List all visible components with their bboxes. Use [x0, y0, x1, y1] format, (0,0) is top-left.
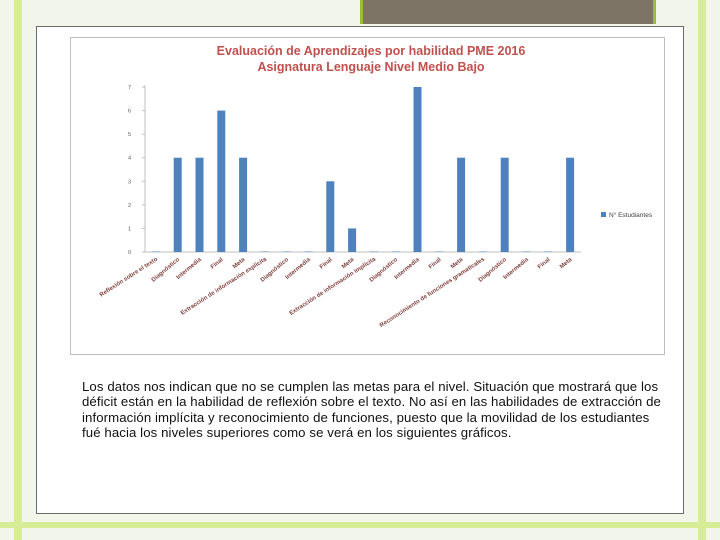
- y-tick-label: 5: [128, 132, 131, 138]
- bar: [217, 110, 226, 252]
- bar: [260, 251, 269, 252]
- top-decorative-bar: [360, 0, 656, 24]
- bar: [566, 157, 575, 252]
- x-tick-label: Final: [537, 257, 552, 271]
- y-tick-label: 4: [128, 156, 131, 162]
- x-tick-label: Meta: [341, 257, 356, 271]
- chart-container: Evaluación de Aprendizajes por habilidad…: [70, 37, 665, 355]
- bar: [304, 251, 313, 252]
- bar: [544, 251, 553, 252]
- bar: [195, 157, 204, 252]
- legend-label: N° Estudiantes: [609, 211, 653, 219]
- x-tick-label: Final: [319, 257, 334, 271]
- bar: [391, 251, 400, 252]
- y-tick-label: 6: [128, 109, 131, 115]
- legend-swatch: [601, 212, 606, 217]
- bar-chart: Evaluación de Aprendizajes por habilidad…: [99, 44, 653, 329]
- y-tick-label: 3: [128, 179, 131, 185]
- background-stripe-bottom: [0, 522, 720, 528]
- bar: [348, 228, 357, 252]
- analysis-paragraph: Los datos nos indican que no se cumplen …: [82, 379, 661, 440]
- y-tick-label: 0: [128, 250, 131, 256]
- y-tick-label: 1: [128, 226, 131, 232]
- bar: [413, 87, 422, 252]
- background-stripe-right: [698, 0, 706, 540]
- x-tick-label: Final: [210, 257, 225, 271]
- bar: [173, 157, 182, 252]
- bar: [500, 157, 509, 252]
- y-tick-label: 2: [128, 203, 131, 209]
- bar: [369, 251, 378, 252]
- y-tick-label: 7: [128, 85, 131, 91]
- x-tick-label: Final: [428, 257, 443, 271]
- x-tick-label: Reflexión sobre el texto: [99, 256, 159, 298]
- chart-title: Evaluación de Aprendizajes por habilidad…: [217, 44, 526, 58]
- bar: [457, 157, 466, 252]
- background-stripe-left: [14, 0, 22, 540]
- bar: [435, 251, 444, 252]
- x-tick-label: Meta: [559, 257, 574, 271]
- x-tick-label: Meta: [232, 257, 247, 271]
- chart-subtitle: Asignatura Lenguaje Nivel Medio Bajo: [257, 60, 484, 74]
- bar: [326, 181, 335, 252]
- x-tick-label: Meta: [450, 257, 465, 271]
- bar: [151, 251, 160, 252]
- bar: [282, 251, 291, 252]
- bar: [478, 251, 487, 252]
- bar: [522, 251, 531, 252]
- bar: [239, 157, 248, 252]
